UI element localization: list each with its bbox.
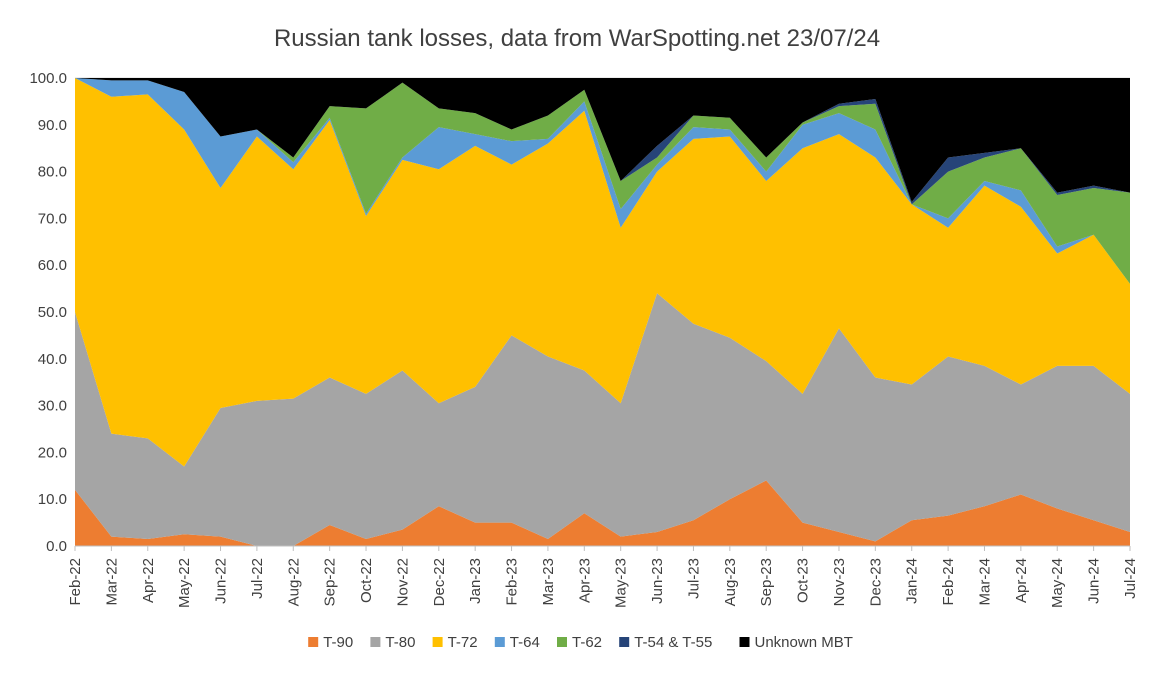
y-tick-label: 50.0 <box>38 304 67 321</box>
x-tick-label: Jul-22 <box>249 558 266 599</box>
x-tick-label: Sep-23 <box>758 558 775 606</box>
area-series-t-64 <box>75 78 1130 284</box>
x-tick-label: Jun-24 <box>1086 558 1103 604</box>
legend-label: T-62 <box>572 634 602 651</box>
x-tick-label: Nov-22 <box>394 558 411 606</box>
legend-swatch <box>494 637 505 647</box>
y-tick-label: 100.0 <box>29 70 67 87</box>
x-tick-label: Apr-22 <box>140 558 157 603</box>
legend-swatch <box>308 637 319 647</box>
x-tick-label: Jun-22 <box>213 558 230 604</box>
y-tick-label: 20.0 <box>38 444 67 461</box>
legend-swatch <box>370 637 381 647</box>
y-tick-label: 80.0 <box>38 164 67 181</box>
x-tick-label: Aug-23 <box>722 558 739 606</box>
legend-item: T-90 <box>308 634 353 651</box>
y-tick-label: 0.0 <box>46 538 67 555</box>
axes: 0.0 10.0 20.0 30.0 40.0 50.0 60.0 70.0 80.0 90.0 1… <box>29 70 1139 608</box>
x-tick-label: Jun-23 <box>649 558 666 604</box>
area-series-t-80 <box>75 293 1130 546</box>
area-series-t-62 <box>75 78 1130 284</box>
x-tick-label: Mar-24 <box>976 558 993 606</box>
x-tick-label: Jul-23 <box>685 558 702 599</box>
legend-swatch <box>557 637 567 647</box>
x-tick-label: May-24 <box>1049 558 1066 608</box>
x-tick-label: Oct-22 <box>358 558 375 603</box>
x-tick-label: Jul-24 <box>1122 558 1139 599</box>
legend-item: Unknown MBT <box>739 634 853 651</box>
x-tick-label: May-23 <box>613 558 630 608</box>
x-tick-label: Feb-22 <box>67 558 84 606</box>
y-tick-label: 10.0 <box>38 491 67 508</box>
legend-item: T-80 <box>370 634 415 651</box>
legend-swatch <box>432 637 443 647</box>
x-tick-label: Dec-23 <box>867 558 884 606</box>
x-tick-label: May-22 <box>176 558 193 608</box>
x-tick-label: Feb-23 <box>504 558 521 606</box>
legend-label: Unknown MBT <box>755 634 853 651</box>
legend-label: T-90 <box>323 634 353 651</box>
x-tick-label: Apr-23 <box>576 558 593 603</box>
x-tick-label: Feb-24 <box>940 558 957 606</box>
x-tick-label: Jan-23 <box>467 558 484 604</box>
area-series-t-90 <box>75 480 1130 546</box>
legend-item: T-54 & T-55 <box>619 634 712 651</box>
x-tick-label: Mar-23 <box>540 558 557 606</box>
legend-swatch <box>619 637 630 647</box>
x-tick-label: Mar-22 <box>103 558 120 606</box>
x-tick-label: Jan-24 <box>904 558 921 604</box>
legend-item: T-62 <box>557 634 602 651</box>
legend-label: T-80 <box>385 634 415 651</box>
area-series-t-72 <box>75 78 1130 467</box>
x-tick-label: Aug-22 <box>285 558 302 606</box>
legend-item: T-72 <box>432 634 478 651</box>
area-series-group <box>75 78 1130 546</box>
y-tick-label: 30.0 <box>38 398 67 415</box>
legend-label: T-54 & T-55 <box>634 634 712 651</box>
chart-title: Russian tank losses, data from WarSpotti… <box>274 25 880 52</box>
y-tick-label: 60.0 <box>38 257 67 274</box>
area-series-unknown-mbt <box>75 78 1130 203</box>
y-tick-label: 70.0 <box>38 210 67 227</box>
x-tick-label: Dec-22 <box>431 558 448 606</box>
legend-label: T-72 <box>448 634 478 651</box>
legend: T-90 T-80 T-72 T-64 T-62 T-54 & T-55 Unknown M… <box>308 634 853 651</box>
y-tick-label: 40.0 <box>38 351 67 368</box>
x-tick-label: Oct-23 <box>795 558 812 603</box>
x-tick-label: Nov-23 <box>831 558 848 606</box>
x-tick-label: Apr-24 <box>1013 558 1030 603</box>
x-tick-label: Sep-22 <box>322 558 339 606</box>
legend-swatch <box>739 637 750 647</box>
legend-label: T-64 <box>510 634 540 651</box>
legend-item: T-64 <box>494 634 540 651</box>
y-tick-label: 90.0 <box>38 117 67 134</box>
